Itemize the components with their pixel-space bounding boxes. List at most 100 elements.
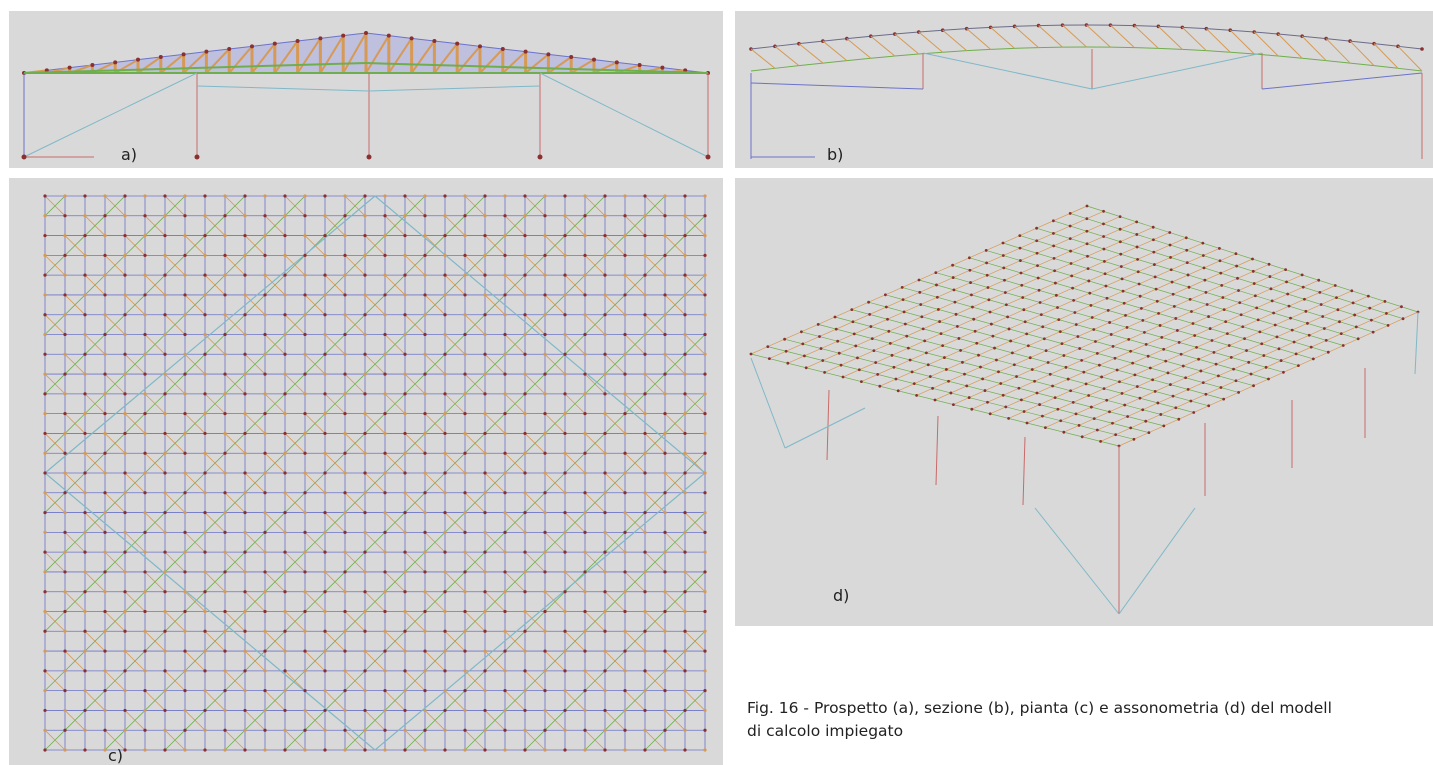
grid-node bbox=[892, 365, 896, 369]
diagonal-line bbox=[584, 492, 606, 513]
grid-node bbox=[83, 352, 87, 356]
grid-node bbox=[1166, 371, 1170, 375]
diagonal-line bbox=[264, 512, 286, 533]
truss-diagonal bbox=[273, 40, 299, 74]
grid-node bbox=[103, 510, 107, 515]
grid-node bbox=[1189, 399, 1193, 403]
diagonal-line bbox=[124, 710, 146, 731]
grid-node bbox=[623, 669, 627, 673]
diagonal-line bbox=[344, 611, 366, 632]
grid-node bbox=[323, 550, 327, 554]
grid-node bbox=[403, 293, 407, 297]
grid-node bbox=[183, 431, 187, 436]
grid-node bbox=[944, 368, 948, 371]
grid-node bbox=[483, 649, 487, 653]
grid-node bbox=[183, 412, 187, 416]
diagonal-line bbox=[364, 413, 386, 434]
grid-node bbox=[603, 510, 607, 515]
diagonal-line bbox=[284, 729, 306, 751]
grid-node bbox=[403, 412, 407, 416]
grid-node bbox=[163, 273, 167, 277]
diagonal-line bbox=[324, 215, 346, 236]
grid-node bbox=[383, 649, 387, 653]
brace-line bbox=[539, 72, 709, 158]
grid-node bbox=[957, 337, 961, 340]
grid-node bbox=[703, 194, 707, 198]
diagonal-line bbox=[224, 195, 246, 217]
diagonal-line bbox=[204, 452, 226, 474]
grid-node bbox=[303, 708, 307, 713]
grid-node bbox=[423, 293, 427, 297]
grid-node bbox=[563, 253, 567, 257]
grid-node bbox=[183, 293, 187, 297]
grid-node bbox=[203, 431, 207, 436]
diagonal-line bbox=[524, 255, 546, 276]
grid-node bbox=[103, 293, 107, 297]
grid-node bbox=[463, 332, 467, 337]
grid-node bbox=[683, 649, 687, 653]
web-diagonal bbox=[1349, 40, 1375, 67]
grid-node bbox=[243, 689, 247, 693]
grid-node bbox=[243, 392, 247, 396]
diagonal-line bbox=[64, 591, 86, 612]
grid-node bbox=[623, 273, 627, 277]
grid-node bbox=[443, 748, 447, 752]
brace-line bbox=[750, 357, 786, 449]
grid-node bbox=[463, 313, 467, 317]
grid-node bbox=[1060, 342, 1064, 345]
grid-node bbox=[663, 491, 667, 495]
grid-node bbox=[483, 550, 487, 554]
grid-node bbox=[83, 570, 87, 574]
grid-node bbox=[383, 313, 387, 317]
truss-node bbox=[386, 33, 391, 38]
grid-node bbox=[663, 471, 667, 475]
grid-node bbox=[643, 214, 647, 218]
diagonal-line bbox=[204, 334, 226, 355]
grid-node bbox=[363, 293, 367, 297]
grid-node bbox=[83, 669, 87, 673]
grid-node bbox=[183, 510, 187, 515]
grid-node bbox=[643, 451, 647, 455]
grid-node bbox=[986, 400, 989, 404]
grid-node bbox=[801, 342, 805, 346]
diagonal-line bbox=[624, 690, 646, 711]
grid-node bbox=[303, 194, 307, 198]
diagonal-line bbox=[524, 729, 546, 751]
grid-node bbox=[283, 372, 287, 376]
grid-node bbox=[203, 748, 207, 752]
grid-node bbox=[303, 510, 307, 515]
grid-node bbox=[1069, 262, 1073, 265]
grid-node bbox=[683, 273, 687, 277]
truss-node bbox=[90, 63, 95, 67]
grid-node bbox=[1152, 250, 1156, 254]
grid-node bbox=[903, 322, 907, 326]
grid-node bbox=[643, 550, 647, 554]
grid-node bbox=[363, 233, 367, 238]
grid-node bbox=[603, 352, 607, 356]
grid-node bbox=[603, 590, 607, 594]
grid-node bbox=[343, 352, 347, 356]
grid-node bbox=[968, 256, 971, 260]
grid-node bbox=[1124, 314, 1127, 317]
grid-node bbox=[143, 214, 147, 218]
grid-node bbox=[423, 629, 427, 633]
grid-node bbox=[1120, 392, 1124, 395]
grid-node bbox=[1146, 354, 1150, 358]
grid-node bbox=[403, 570, 407, 574]
grid-node bbox=[603, 530, 607, 534]
grid-node bbox=[943, 356, 946, 359]
grid-node bbox=[1309, 345, 1313, 349]
grid-node bbox=[223, 313, 227, 317]
top-chord bbox=[1326, 38, 1351, 42]
bottom-chord bbox=[1014, 47, 1039, 49]
grid-node bbox=[1056, 407, 1060, 411]
grid-node bbox=[623, 491, 627, 495]
grid-node bbox=[243, 609, 247, 614]
grid-node bbox=[63, 530, 67, 534]
diagonal-line bbox=[404, 611, 426, 632]
grid-node bbox=[403, 194, 407, 198]
diagonal-line bbox=[184, 413, 206, 434]
diagonal-line bbox=[684, 512, 706, 533]
grid-node bbox=[1066, 377, 1070, 381]
grid-node bbox=[784, 349, 788, 353]
